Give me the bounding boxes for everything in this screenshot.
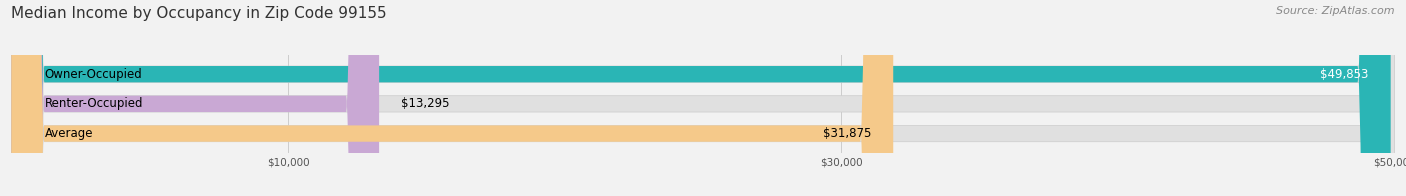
FancyBboxPatch shape <box>11 0 1395 196</box>
Text: Median Income by Occupancy in Zip Code 99155: Median Income by Occupancy in Zip Code 9… <box>11 6 387 21</box>
Text: Owner-Occupied: Owner-Occupied <box>45 68 142 81</box>
Text: Renter-Occupied: Renter-Occupied <box>45 97 143 110</box>
Text: $31,875: $31,875 <box>823 127 872 140</box>
FancyBboxPatch shape <box>11 0 893 196</box>
Text: $13,295: $13,295 <box>401 97 450 110</box>
Text: $49,853: $49,853 <box>1320 68 1368 81</box>
FancyBboxPatch shape <box>11 0 380 196</box>
FancyBboxPatch shape <box>11 0 1395 196</box>
FancyBboxPatch shape <box>11 0 1391 196</box>
Text: Average: Average <box>45 127 93 140</box>
FancyBboxPatch shape <box>11 0 1395 196</box>
Text: Source: ZipAtlas.com: Source: ZipAtlas.com <box>1277 6 1395 16</box>
